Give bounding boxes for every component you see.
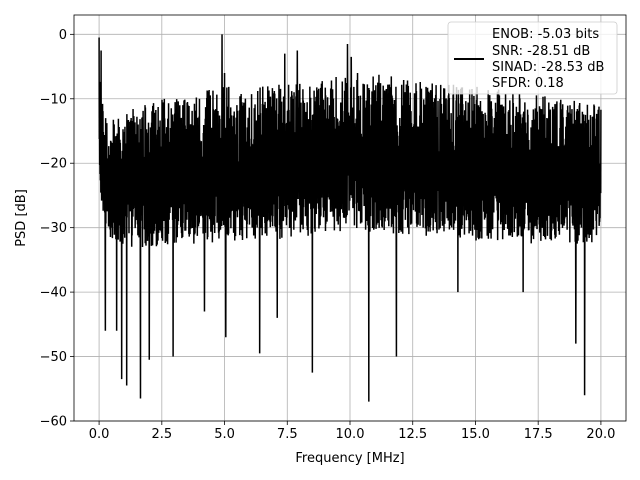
x-tick-label: 20.0: [586, 427, 615, 442]
legend: ENOB: -5.03 bits SNR: -28.51 dB SINAD: -…: [447, 21, 618, 95]
legend-line-sinad: SINAD: -28.53 dB: [492, 60, 604, 75]
x-tick-label: 17.5: [524, 427, 553, 442]
x-tick-label: 7.5: [277, 427, 298, 442]
psd-series: [98, 34, 602, 402]
x-tick-label: 15.0: [461, 427, 490, 442]
legend-line-enob: ENOB: -5.03 bits: [492, 27, 599, 42]
y-tick-label: −30: [40, 221, 67, 236]
x-tick-label: 0.0: [89, 427, 110, 442]
y-tick-label: −50: [40, 350, 67, 365]
psd-series-line-0: [98, 34, 602, 402]
x-tick-label: 12.5: [398, 427, 427, 442]
x-axis-label: Frequency [MHz]: [295, 451, 404, 466]
x-tick-label: 5.0: [214, 427, 235, 442]
y-tick-label: −60: [40, 415, 67, 430]
y-axis-label: PSD [dB]: [14, 189, 29, 247]
x-tick-label: 10.0: [336, 427, 365, 442]
legend-line-snr: SNR: -28.51 dB: [492, 44, 590, 59]
y-tick-label: −40: [40, 286, 67, 301]
y-tick-label: −20: [40, 157, 67, 172]
axis-ticks: 0.0 2.5 5.0 7.5 10.0 12.5 15.0 17.5 20.0 0 −10 −20 −…: [40, 28, 616, 442]
y-tick-label: −10: [40, 92, 67, 107]
x-tick-label: 2.5: [151, 427, 172, 442]
legend-box: [447, 21, 618, 95]
y-tick-label: 0: [59, 28, 67, 43]
legend-line-sfdr: SFDR: 0.18: [492, 76, 564, 91]
